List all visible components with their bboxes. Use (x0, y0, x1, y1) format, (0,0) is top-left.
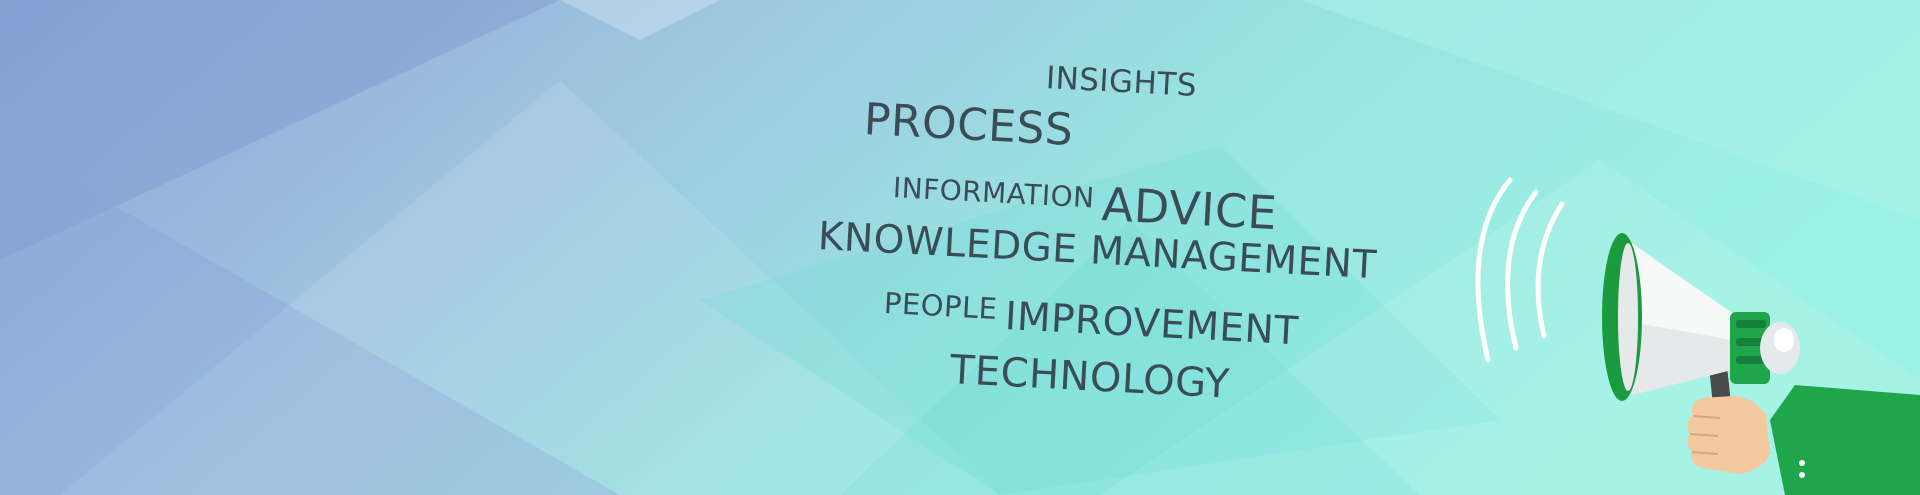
word-people: PEOPLE (883, 286, 999, 326)
word-process: PROCESS (862, 94, 1075, 156)
hand-icon (1687, 396, 1770, 474)
sound-wave-icon (1475, 177, 1565, 363)
megaphone-illustration (1475, 177, 1920, 495)
sleeve (1770, 385, 1920, 495)
